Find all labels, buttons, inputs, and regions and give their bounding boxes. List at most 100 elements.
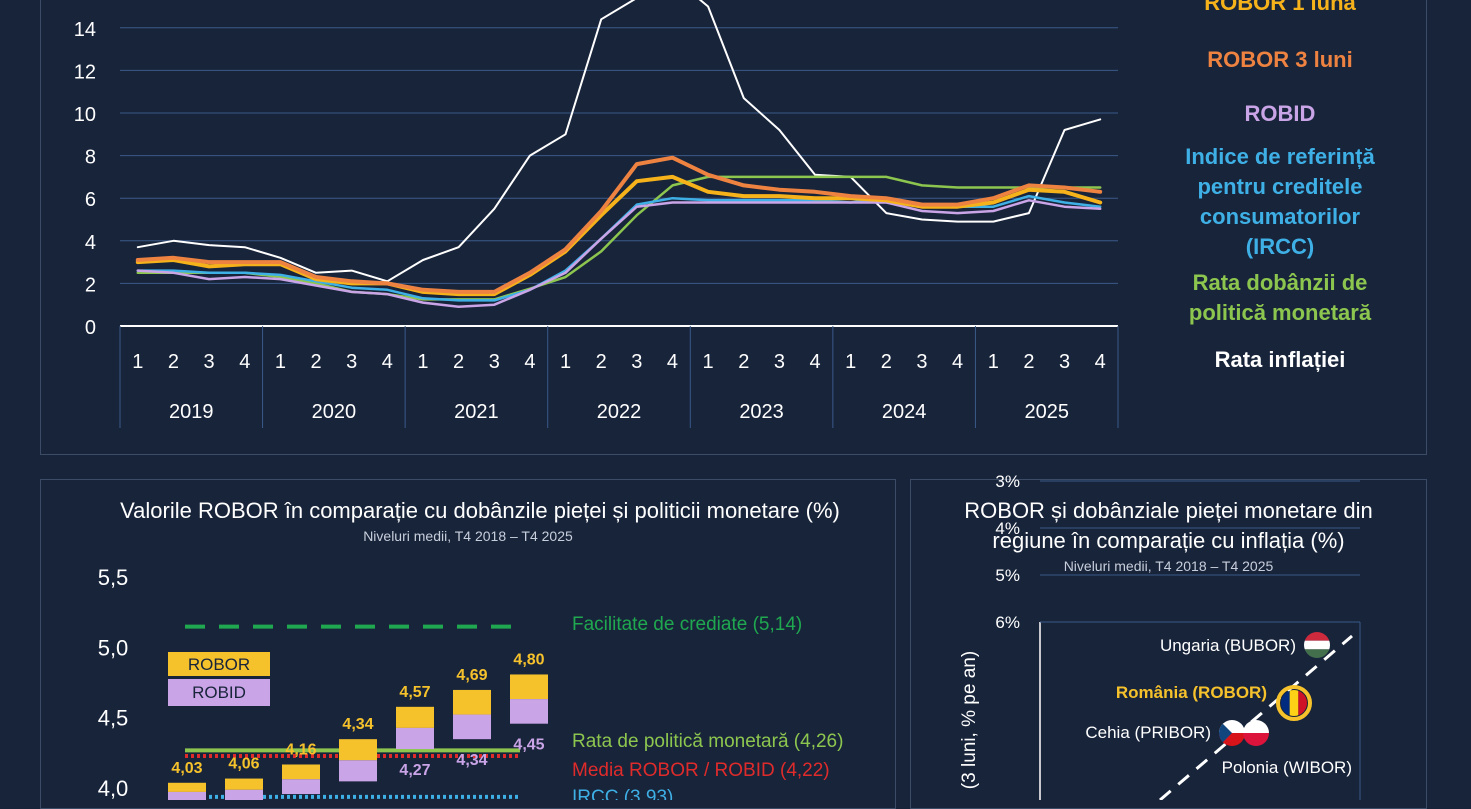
legend-label-robid: ROBID	[192, 683, 246, 702]
year-label: 2025	[1024, 401, 1069, 423]
x-tick-label: 3	[774, 351, 785, 373]
bar-robor	[510, 674, 548, 700]
legend-rata-inflatiei: Rata inflației	[1214, 347, 1346, 372]
parity-line	[1159, 634, 1353, 800]
y-tick-label: 14	[74, 19, 96, 41]
bar-label-robid: 4,34	[456, 752, 487, 769]
y-tick-label: 4	[85, 232, 96, 254]
point-label-czechia: Cehia (PRIBOR)	[1085, 723, 1211, 742]
y-tick-label: 0	[85, 317, 96, 339]
y-tick-label: 4,0	[98, 776, 129, 800]
series-line-4	[136, 175, 1102, 301]
bar-robor	[339, 739, 377, 761]
bar-robid	[510, 699, 548, 724]
y-tick-label: 6%	[995, 613, 1020, 632]
y-tick-label: 5,5	[98, 565, 129, 590]
point-label-hungary: Ungaria (BUBOR)	[1160, 636, 1296, 655]
x-tick-label: 4	[1095, 351, 1106, 373]
x-tick-label: 2	[310, 351, 321, 373]
point-label-poland: Polonia (WIBOR)	[1222, 758, 1352, 777]
legend-label-robor: ROBOR	[188, 655, 250, 674]
bar-robor	[282, 764, 320, 780]
x-tick-label: 2	[453, 351, 464, 373]
bar-robid	[339, 760, 377, 782]
year-label: 2021	[454, 401, 499, 423]
y-tick-label: 10	[74, 104, 96, 126]
scatter-chart-title: ROBOR și dobânziale pieței monetare din …	[964, 498, 1373, 553]
x-tick-label: 2	[168, 351, 179, 373]
bar-label-robor: 4,16	[285, 741, 316, 758]
legend-box-robid	[168, 679, 270, 706]
x-tick-label: 2	[881, 351, 892, 373]
year-label: 2019	[169, 401, 214, 423]
legend-rata-politica: Rata dobânzii de politică monetară	[1188, 270, 1372, 325]
x-tick-label: 3	[631, 351, 642, 373]
y-tick-label: 6	[85, 189, 96, 211]
reference-line-label: Rata de politică monetară (4,26)	[572, 731, 843, 752]
scatter-chart-subtitle: Niveluri medii, T4 2018 – T4 2025	[1063, 558, 1274, 574]
series-line-1	[135, 155, 1103, 294]
year-label: 2024	[882, 401, 927, 423]
y-tick-label: 4%	[995, 519, 1020, 538]
y-tick-label: 12	[74, 61, 96, 83]
x-tick-label: 1	[275, 351, 286, 373]
x-tick-label: 3	[1059, 351, 1070, 373]
y-tick-label: 4,5	[98, 706, 129, 731]
bar-robid	[282, 779, 320, 795]
x-tick-label: 3	[916, 351, 927, 373]
year-label: 2022	[597, 401, 642, 423]
bar-chart-subtitle: Niveluri medii, T4 2018 – T4 2025	[363, 528, 573, 544]
y-tick-label: 8	[85, 147, 96, 169]
x-tick-label: 4	[952, 351, 963, 373]
x-tick-label: 1	[703, 351, 714, 373]
y-tick-label: 5,0	[98, 635, 129, 660]
y-tick-label: 3%	[995, 472, 1020, 491]
series-line-2	[136, 199, 1102, 309]
x-tick-label: 2	[596, 351, 607, 373]
bar-label-robor: 4,69	[456, 667, 487, 684]
x-tick-label: 2	[738, 351, 749, 373]
bar-robor	[168, 782, 206, 792]
y-axis-label: (3 luni, % pe an)	[959, 651, 980, 789]
x-tick-label: 1	[132, 351, 143, 373]
bar-chart-title: Valorile ROBOR în comparație cu dobânzil…	[120, 498, 840, 523]
bar-robid	[396, 727, 434, 750]
flag-romania-icon	[1276, 685, 1312, 721]
x-tick-label: 4	[239, 351, 250, 373]
bar-robor	[396, 706, 434, 728]
reference-line-label: IRCC (3,93)	[572, 787, 673, 800]
year-label: 2023	[739, 401, 784, 423]
x-tick-label: 4	[524, 351, 535, 373]
bar-label-robor: 4,06	[228, 756, 259, 773]
flag-hungary-icon	[1304, 632, 1330, 658]
bar-robor	[453, 689, 491, 715]
reference-line-label: Facilitate de crediate (5,14)	[572, 614, 802, 635]
bar-label-robor: 4,80	[513, 651, 544, 668]
x-tick-label: 1	[845, 351, 856, 373]
bar-label-robor: 4,34	[342, 716, 373, 733]
line-chart-panel	[40, 0, 1427, 455]
x-tick-label: 1	[417, 351, 428, 373]
bar-robor	[225, 778, 263, 790]
flag-czechia-icon	[1219, 720, 1245, 746]
bar-label-robid: 4,45	[513, 737, 544, 754]
bar-label-robor: 4,03	[171, 760, 202, 777]
x-tick-label: 2	[1023, 351, 1034, 373]
x-tick-label: 3	[346, 351, 357, 373]
x-tick-label: 4	[382, 351, 393, 373]
reference-line-label: Media ROBOR / ROBID (4,22)	[572, 760, 830, 781]
bar-label-robor: 4,57	[399, 684, 430, 701]
bar-label-robid: 4,27	[399, 762, 430, 779]
bar-robid	[225, 789, 263, 800]
legend-robid: ROBID	[1244, 101, 1316, 126]
x-tick-label: 4	[667, 351, 678, 373]
year-label: 2020	[312, 401, 357, 423]
bar-robid	[453, 714, 491, 740]
bar-robid	[168, 791, 206, 800]
x-tick-label: 1	[988, 351, 999, 373]
legend-robor-3-luni: ROBOR 3 luni	[1207, 47, 1353, 72]
x-tick-label: 4	[809, 351, 820, 373]
